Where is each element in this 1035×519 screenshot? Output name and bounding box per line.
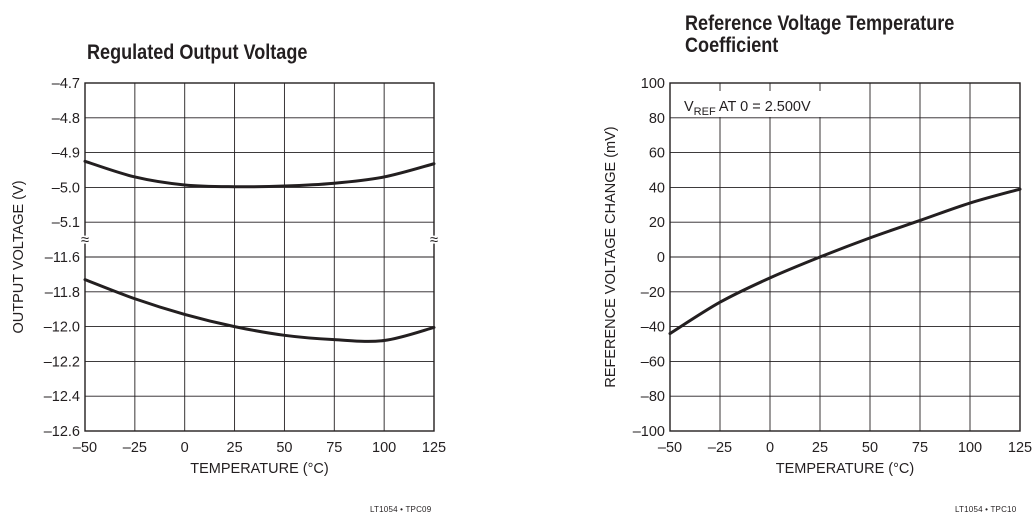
series-line-upper	[83, 159, 436, 189]
x-tick-label: 25	[812, 440, 828, 456]
annotation-background	[673, 91, 833, 117]
axis-break-gap	[430, 235, 438, 244]
y-tick-label: 100	[641, 76, 665, 92]
reference-voltage-chart: VREF AT 0 = 2.500V 100 80 60 40 20 0 –20 –40 –60 –…	[603, 76, 1032, 477]
axis-break-gap	[81, 235, 89, 244]
grid	[670, 83, 1020, 431]
y-tick-label: –40	[641, 320, 665, 336]
y-tick-label: –80	[641, 389, 665, 405]
output-voltage-chart-panel: Regulated Output Voltage ≈ ≈ –4.7 –4.8 –4.9 –…	[0, 0, 460, 519]
x-axis-label: TEMPERATURE (°C)	[190, 461, 328, 477]
y-tick-label: –20	[641, 285, 665, 301]
annotation-rest: AT 0 = 2.500V	[716, 99, 811, 115]
y-tick-label: –5.1	[52, 215, 80, 231]
chart-title: Reference Voltage Temperature Coefficient	[685, 12, 955, 57]
x-tick-label: –50	[73, 440, 97, 456]
chart-title: Regulated Output Voltage	[87, 41, 308, 64]
y-tick-label: 0	[657, 250, 665, 266]
y-tick-label: –12.0	[44, 320, 80, 336]
y-tick-label: –12.6	[44, 424, 80, 440]
y-tick-label: –12.4	[44, 389, 80, 405]
x-tick-label: 0	[181, 440, 189, 456]
x-tick-label: 100	[958, 440, 982, 456]
x-tick-label: –25	[123, 440, 147, 456]
axis-break-mark: ≈	[81, 232, 89, 249]
y-tick-label: 40	[649, 180, 665, 196]
x-tick-label: 50	[276, 440, 292, 456]
x-tick-label: 25	[227, 440, 243, 456]
x-tick-label: 0	[766, 440, 774, 456]
y-axis-label: REFERENCE VOLTAGE CHANGE (mV)	[603, 126, 619, 387]
x-tick-label: 125	[1008, 440, 1032, 456]
figure-tag: LT1054 • TPC10	[955, 505, 1017, 514]
series-line	[668, 187, 1022, 336]
x-tick-label: 100	[372, 440, 396, 456]
y-tick-label: –4.8	[52, 111, 80, 127]
x-tick-label: 75	[912, 440, 928, 456]
y-tick-label: 20	[649, 215, 665, 231]
output-voltage-chart: ≈ ≈ –4.7 –4.8 –4.9 –5.0 –5.1 –11.6 –11.8 –12.0 –12…	[11, 76, 446, 477]
x-tick-label: 50	[862, 440, 878, 456]
x-tick-label: 75	[326, 440, 342, 456]
grid	[85, 83, 434, 431]
y-tick-label: 60	[649, 146, 665, 162]
y-tick-label: –5.0	[52, 180, 80, 196]
axis-break-mark: ≈	[430, 232, 438, 249]
y-tick-label: 80	[649, 111, 665, 127]
plot-frame	[669, 82, 1021, 432]
plot-frame	[84, 82, 435, 432]
y-tick-label: –4.9	[52, 146, 80, 162]
x-axis-label: TEMPERATURE (°C)	[776, 461, 914, 477]
x-tick-label: 125	[422, 440, 446, 456]
y-tick-label: –12.2	[44, 354, 80, 370]
reference-voltage-chart-panel: Reference Voltage Temperature Coefficient…	[600, 0, 1035, 519]
y-axis-label: OUTPUT VOLTAGE (V)	[11, 180, 27, 333]
annotation-subscript: REF	[694, 106, 716, 118]
y-tick-label: –60	[641, 354, 665, 370]
series-line-lower	[83, 278, 436, 343]
annotation-main: V	[684, 99, 694, 115]
y-tick-label: –4.7	[52, 76, 80, 92]
figure-tag: LT1054 • TPC09	[370, 505, 432, 514]
y-tick-label: –11.6	[45, 250, 80, 266]
x-tick-label: –25	[708, 440, 732, 456]
x-tick-label: –50	[658, 440, 682, 456]
y-tick-label: –11.8	[45, 285, 80, 301]
y-tick-label: –100	[633, 424, 665, 440]
reference-annotation: VREF AT 0 = 2.500V	[684, 99, 811, 118]
